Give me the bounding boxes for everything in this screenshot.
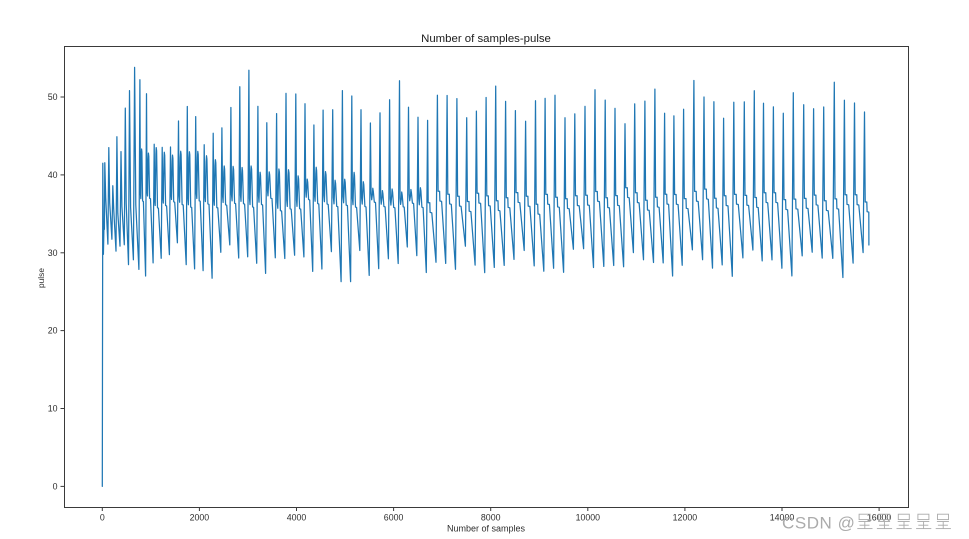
- svg-text:2000: 2000: [190, 513, 210, 523]
- svg-text:4000: 4000: [287, 513, 307, 523]
- svg-text:pulse: pulse: [36, 268, 46, 288]
- svg-text:Number of samples-pulse: Number of samples-pulse: [421, 33, 551, 45]
- svg-text:40: 40: [48, 170, 58, 180]
- svg-text:16000: 16000: [867, 513, 892, 523]
- svg-text:10000: 10000: [576, 513, 601, 523]
- svg-text:12000: 12000: [673, 513, 698, 523]
- svg-text:CSDN @: CSDN @: [782, 514, 855, 533]
- svg-text:50: 50: [48, 92, 58, 102]
- svg-text:Number of samples: Number of samples: [447, 524, 526, 534]
- svg-text:0: 0: [100, 513, 105, 523]
- svg-text:6000: 6000: [384, 513, 404, 523]
- svg-text:8000: 8000: [481, 513, 501, 523]
- svg-text:0: 0: [53, 482, 58, 492]
- svg-text:20: 20: [48, 326, 58, 336]
- svg-text:14000: 14000: [770, 513, 795, 523]
- svg-text:10: 10: [48, 404, 58, 414]
- svg-text:30: 30: [48, 248, 58, 258]
